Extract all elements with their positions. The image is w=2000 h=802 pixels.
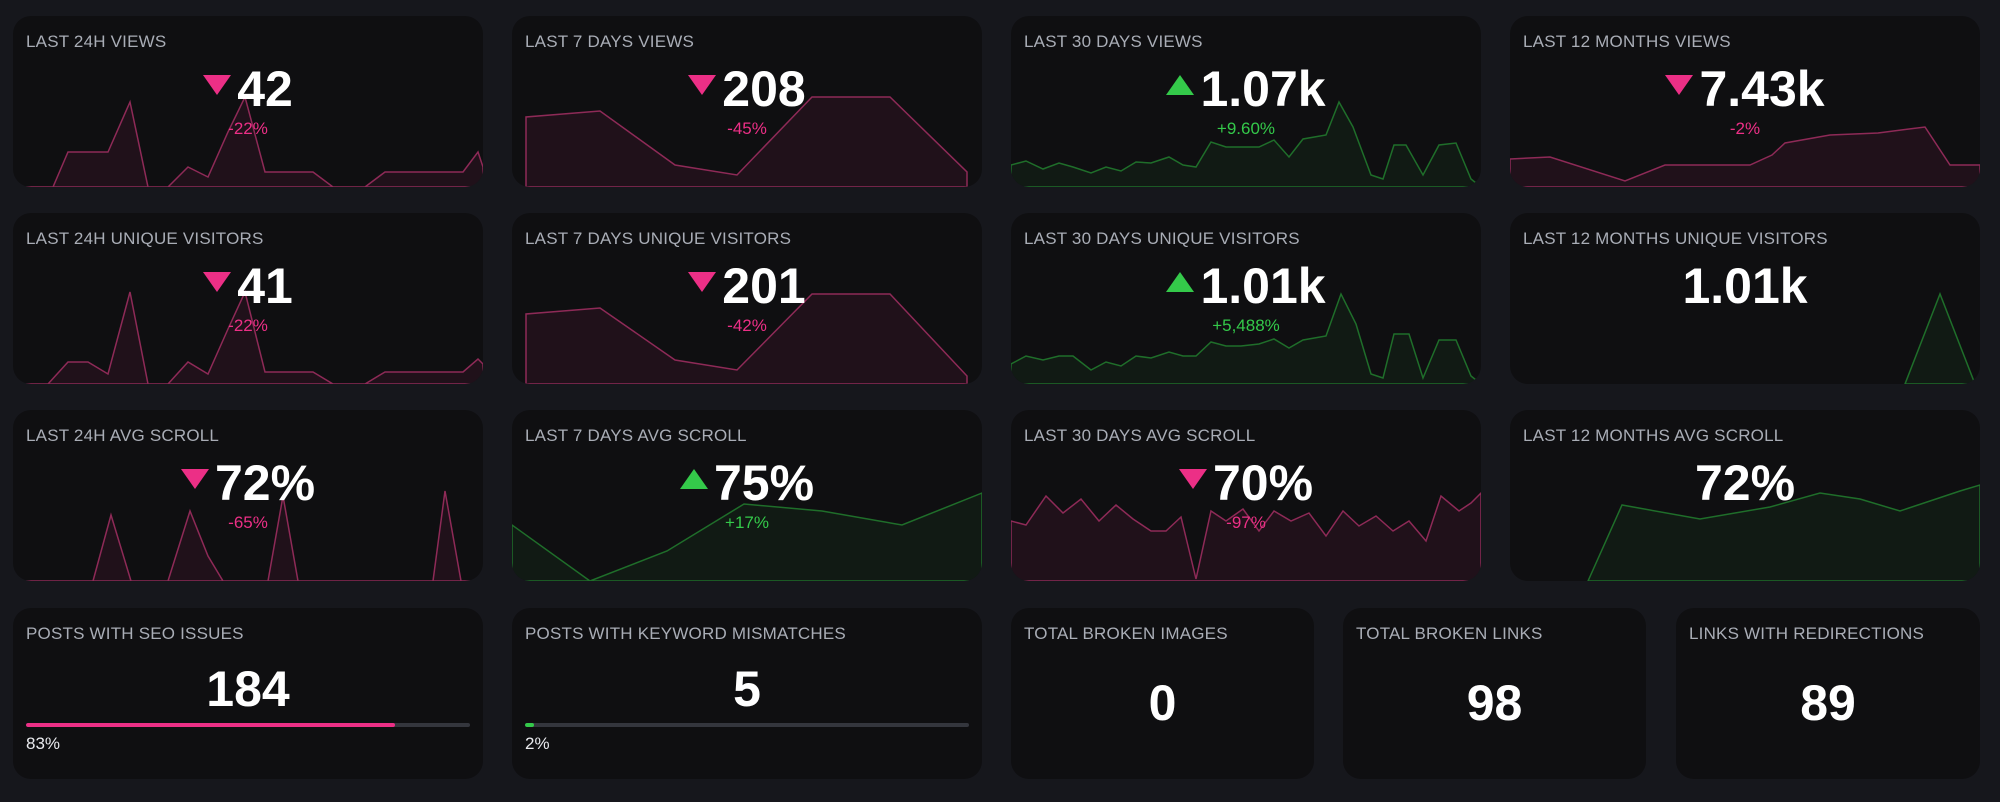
card-title: LAST 12 MONTHS AVG SCROLL [1523, 426, 1784, 445]
card-views-12m[interactable]: LAST 12 MONTHS VIEWS 7.43k -2% [1510, 16, 1980, 187]
card-keyword-mismatches[interactable]: POSTS WITH KEYWORD MISMATCHES 5 2% [512, 608, 982, 779]
sparkline-scroll-30d [1011, 491, 1481, 581]
card-title: LAST 12 MONTHS UNIQUE VISITORS [1523, 229, 1828, 248]
card-title: TOTAL BROKEN LINKS [1356, 624, 1543, 643]
stat-value: 89 [1800, 675, 1856, 731]
stat-value: 184 [206, 661, 290, 717]
card-visitors-30d[interactable]: LAST 30 DAYS UNIQUE VISITORS 1.01k +5,48… [1011, 213, 1481, 384]
card-visitors-24h[interactable]: LAST 24H UNIQUE VISITORS 41 -22% [13, 213, 483, 384]
sparkline-scroll-24h [13, 490, 483, 581]
sparkline-visitors-24h [13, 289, 483, 384]
card-title: POSTS WITH SEO ISSUES [26, 624, 244, 643]
stat-value: 5 [733, 661, 761, 717]
card-visitors-7d[interactable]: LAST 7 DAYS UNIQUE VISITORS 201 -42% [512, 213, 982, 384]
card-title: POSTS WITH KEYWORD MISMATCHES [525, 624, 846, 643]
card-scroll-24h[interactable]: LAST 24H AVG SCROLL 72% -65% [13, 410, 483, 581]
stat-value: 0 [1148, 675, 1177, 731]
sparkline-views-12m [1510, 126, 1980, 187]
progress-fill [525, 723, 534, 727]
card-title: LAST 24H AVG SCROLL [26, 426, 220, 445]
sparkline-scroll-12m [1587, 484, 1980, 581]
card-title: LAST 30 DAYS UNIQUE VISITORS [1024, 229, 1300, 248]
sparkline-views-7d [525, 96, 968, 187]
card-redirections[interactable]: LINKS WITH REDIRECTIONS 89 [1676, 608, 1980, 779]
card-title: LAST 7 DAYS VIEWS [525, 32, 695, 51]
card-title: LAST 24H UNIQUE VISITORS [26, 229, 264, 248]
card-visitors-12m[interactable]: LAST 12 MONTHS UNIQUE VISITORS 1.01k [1510, 213, 1980, 384]
card-views-30d[interactable]: LAST 30 DAYS VIEWS 1.07k +9.60% [1011, 16, 1481, 187]
sparkline-visitors-30d [1011, 292, 1481, 384]
progress-bar [525, 723, 969, 727]
card-broken-images[interactable]: TOTAL BROKEN IMAGES 0 [1011, 608, 1314, 779]
card-title: LINKS WITH REDIRECTIONS [1689, 624, 1925, 643]
card-title: LAST 7 DAYS UNIQUE VISITORS [525, 229, 792, 248]
progress-fill [26, 723, 395, 727]
progress-bar [26, 723, 470, 727]
card-title: LAST 7 DAYS AVG SCROLL [525, 426, 747, 445]
card-title: LAST 12 MONTHS VIEWS [1523, 32, 1731, 51]
progress-percent: 2% [525, 734, 550, 753]
sparkline-views-30d [1011, 100, 1481, 187]
card-scroll-7d[interactable]: LAST 7 DAYS AVG SCROLL 75% +17% [512, 410, 982, 581]
card-views-7d[interactable]: LAST 7 DAYS VIEWS 208 -45% [512, 16, 982, 187]
card-broken-links[interactable]: TOTAL BROKEN LINKS 98 [1343, 608, 1646, 779]
card-title: LAST 30 DAYS VIEWS [1024, 32, 1203, 51]
sparkline-views-24h [13, 94, 483, 187]
stat-value: 98 [1466, 675, 1523, 731]
card-scroll-12m[interactable]: LAST 12 MONTHS AVG SCROLL 72% [1510, 410, 1980, 581]
card-scroll-30d[interactable]: LAST 30 DAYS AVG SCROLL 70% -97% [1011, 410, 1481, 581]
card-title: LAST 24H VIEWS [26, 32, 167, 51]
card-title: TOTAL BROKEN IMAGES [1024, 624, 1228, 643]
card-views-24h[interactable]: LAST 24H VIEWS 42 -22% [13, 16, 483, 187]
card-title: LAST 30 DAYS AVG SCROLL [1024, 426, 1256, 445]
progress-percent: 83% [26, 734, 61, 753]
card-seo-issues[interactable]: POSTS WITH SEO ISSUES 184 83% [13, 608, 483, 779]
sparkline-visitors-7d [525, 293, 968, 384]
sparkline-visitors-12m [1904, 291, 1976, 384]
sparkline-scroll-7d [512, 492, 982, 581]
